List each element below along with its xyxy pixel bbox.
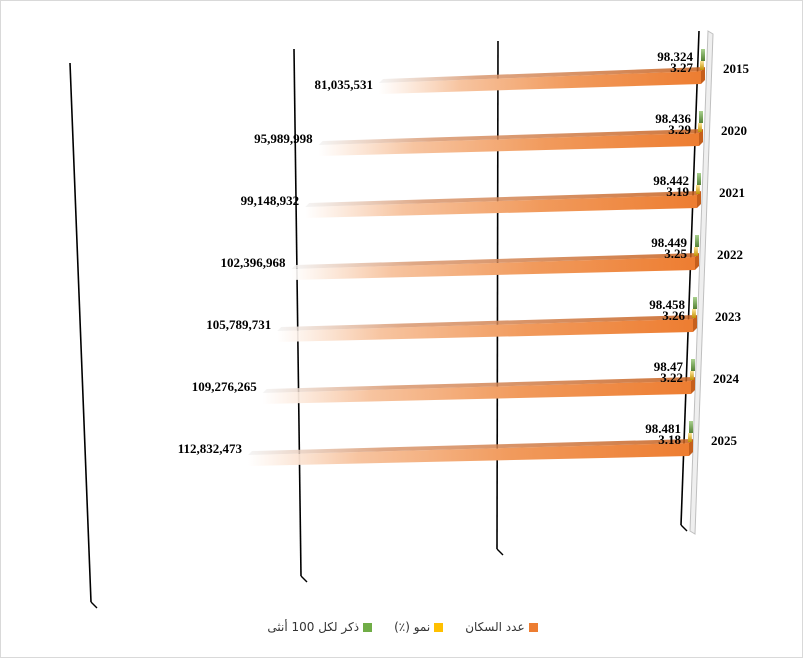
legend-swatch-population	[528, 622, 538, 632]
bar-population-2015	[379, 71, 701, 94]
axis-wall	[689, 30, 714, 535]
category-label-2024: 2024	[713, 371, 740, 386]
bar-sex-ratio-2021	[697, 173, 701, 185]
legend-swatch-sex-ratio	[363, 622, 373, 632]
bar-population-2022	[291, 257, 695, 280]
label-population-2023: 105,789,731	[206, 317, 271, 332]
bar-growth-2020	[698, 123, 702, 132]
bar-population-top-2020	[318, 129, 703, 145]
label-sex-ratio-2023: 98.458	[649, 297, 685, 312]
bar-population-end-2024	[691, 377, 695, 394]
bar-population-2023	[277, 319, 693, 342]
label-population-2024: 109,276,265	[192, 379, 258, 394]
gridline-foot-2	[496, 548, 504, 556]
bars-group	[248, 49, 705, 466]
bar-growth-2025	[688, 433, 692, 442]
legend-item-sex-ratio: ذكر لكل 100 أنثى	[267, 620, 373, 634]
category-label-2023: 2023	[715, 309, 742, 324]
bar-sex-ratio-2025	[689, 421, 693, 433]
category-label-2015: 2015	[723, 61, 750, 76]
bar-population-2021	[305, 195, 697, 218]
bar-population-top-2015	[379, 67, 705, 83]
gridline-foot-3	[680, 524, 688, 532]
label-growth-2024: 3.22	[660, 370, 683, 385]
label-sex-ratio-2025: 98.481	[645, 421, 681, 436]
bar-growth-2021	[696, 185, 700, 194]
bar-population-2024	[262, 381, 691, 404]
bar-growth-2024	[690, 371, 694, 380]
label-population-2020: 95,989,998	[254, 131, 313, 146]
gridline-1	[293, 48, 302, 577]
category-label-2020: 2020	[721, 123, 747, 138]
bar-population-end-2021	[697, 191, 701, 208]
legend-item-growth: نمو (٪)	[394, 620, 444, 634]
bar-sex-ratio-2023	[693, 297, 697, 309]
label-population-2025: 112,832,473	[178, 441, 243, 456]
category-label-2021: 2021	[719, 185, 745, 200]
label-growth-2015: 3.27	[670, 60, 693, 75]
legend-swatch-growth	[434, 622, 444, 632]
bar-growth-2023	[692, 309, 696, 318]
bar-population-2020	[318, 133, 699, 156]
gridline-2	[496, 40, 499, 550]
bar-population-end-2015	[701, 67, 705, 84]
bar-population-end-2023	[693, 315, 697, 332]
label-population-2015: 81,035,531	[315, 77, 374, 92]
legend-label-sex-ratio: ذكر لكل 100 أنثى	[267, 620, 360, 634]
gridline-foot-0	[90, 601, 98, 609]
label-population-2021: 99,148,932	[241, 193, 300, 208]
legend-item-population: عدد السكان	[465, 620, 538, 634]
bar-population-end-2022	[695, 253, 699, 270]
legend-label-growth: نمو (٪)	[394, 620, 431, 634]
category-label-2025: 2025	[711, 433, 738, 448]
label-population-2022: 102,396,968	[220, 255, 286, 270]
bar-population-top-2025	[248, 439, 693, 455]
bar-population-end-2020	[699, 129, 703, 146]
gridlines	[69, 30, 700, 609]
bar-population-top-2023	[277, 315, 697, 331]
label-growth-2025: 3.18	[658, 432, 681, 447]
label-growth-2021: 3.19	[666, 184, 689, 199]
bar-population-2025	[248, 443, 689, 466]
bar-population-top-2024	[262, 377, 695, 393]
label-sex-ratio-2024: 98.47	[654, 359, 684, 374]
label-sex-ratio-2021: 98.442	[653, 173, 689, 188]
label-growth-2020: 3.29	[668, 122, 691, 137]
label-growth-2022: 3.25	[664, 246, 687, 261]
bar-growth-2015	[700, 61, 704, 70]
bar-sex-ratio-2020	[699, 111, 703, 123]
chart-back-wall	[689, 30, 714, 535]
label-sex-ratio-2022: 98.449	[651, 235, 687, 250]
bar-population-top-2021	[305, 191, 701, 207]
bar-population-top-2022	[291, 253, 699, 269]
bar-sex-ratio-2024	[691, 359, 695, 371]
gridline-0	[69, 62, 92, 603]
bar-population-end-2025	[689, 439, 693, 456]
label-growth-2023: 3.26	[662, 308, 685, 323]
category-label-2022: 2022	[717, 247, 743, 262]
legend-label-population: عدد السكان	[465, 620, 525, 634]
label-sex-ratio-2015: 98.324	[657, 49, 693, 64]
legend: عدد السكان نمو (٪) ذكر لكل 100 أنثى	[1, 617, 803, 637]
bar-growth-2022	[694, 247, 698, 256]
bar-sex-ratio-2022	[695, 235, 699, 247]
label-sex-ratio-2020: 98.436	[655, 111, 691, 126]
gridline-foot-1	[300, 575, 308, 583]
bar-sex-ratio-2015	[701, 49, 705, 61]
